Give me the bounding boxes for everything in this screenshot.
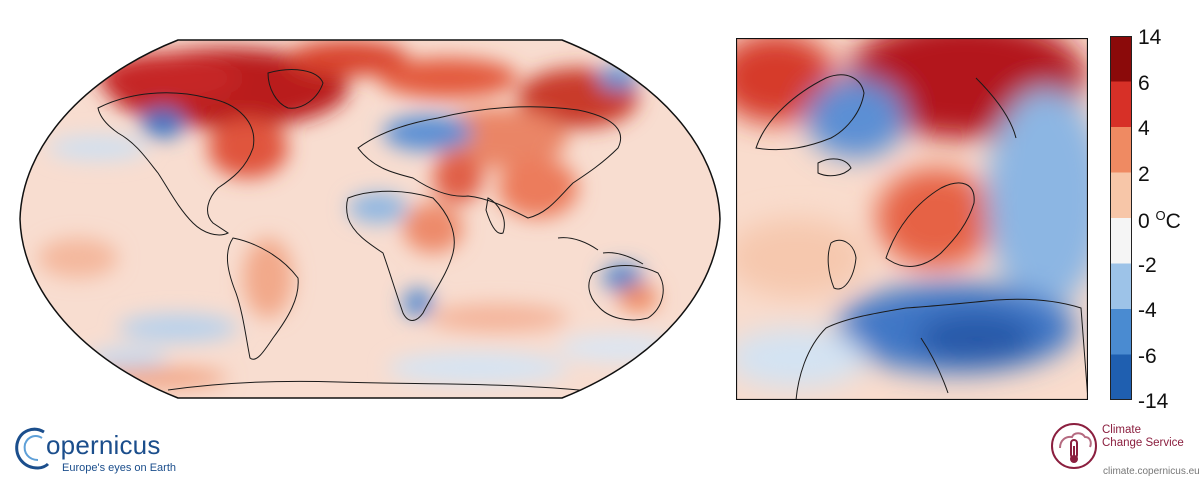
colorbar-segment (1110, 127, 1132, 173)
europe-temperature-anomaly-map (736, 38, 1088, 400)
temperature-colorbar (1110, 36, 1132, 400)
colorbar-tick-label: 6 (1138, 71, 1150, 95)
colorbar-tick-label: -14 (1138, 390, 1169, 413)
colorbar-tick-label: 2 (1138, 162, 1150, 186)
c3s-thermometer-icon (1051, 423, 1097, 469)
colorbar-tick-label: -2 (1138, 253, 1157, 277)
colorbar-segment (1110, 354, 1132, 400)
colorbar-segment (1110, 81, 1132, 128)
colorbar-tick-label: -4 (1138, 299, 1157, 322)
c3s-name-line2: Change Service (1102, 437, 1184, 449)
colorbar-segment (1110, 218, 1132, 264)
colorbar-tick-label: 14 (1138, 26, 1162, 49)
c3s-name-line1: Climate (1102, 424, 1141, 436)
copernicus-logo-icon (15, 427, 50, 470)
copernicus-wordmark: opernicus (46, 430, 161, 460)
colorbar-segment (1110, 172, 1132, 219)
c3s-url: climate.copernicus.eu (1103, 466, 1200, 477)
colorbar-segment (1110, 309, 1132, 355)
colorbar-unit: OC (1155, 208, 1181, 233)
colorbar-segment (1110, 36, 1132, 82)
colorbar-tick-label: 4 (1138, 117, 1150, 140)
colorbar-segment (1110, 263, 1132, 310)
colorbar-tick-label: 0 OC (1138, 208, 1181, 233)
world-temperature-anomaly-map (19, 39, 721, 399)
copernicus-tagline: Europe's eyes on Earth (62, 462, 177, 474)
colorbar-tick-label: -6 (1138, 344, 1157, 368)
